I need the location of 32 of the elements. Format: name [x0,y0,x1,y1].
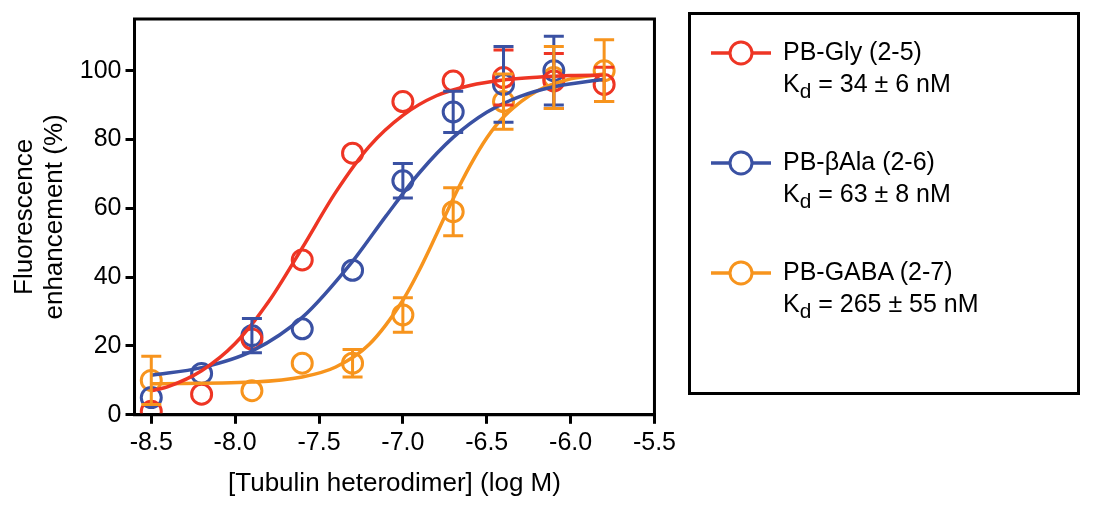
x-axis-title: [Tubulin heterodimer] (log M) [228,466,561,497]
text: K$_{d}$ = 265 ± 55 nM [783,288,979,324]
x-tick-label: -7.5 [297,426,341,455]
legend-label: PB-GABA (2-7) [783,256,954,287]
point [341,141,365,165]
y-tick-label: 100 [79,54,122,83]
x-tick-label: -8.0 [213,426,257,455]
text: K$_{d}$ = 34 ± 6 nM [783,68,951,104]
point [391,303,415,327]
x-tick-label: -5.5 [632,426,677,455]
point [290,317,314,341]
point [391,169,415,193]
y-tick-label: 0 [107,398,122,427]
y-tick-label: 60 [93,192,122,221]
point [290,351,314,375]
x-tick-label: -7.0 [381,426,425,455]
point [391,90,415,114]
point [441,200,465,224]
point [240,379,264,403]
y-axis-title: Fluorescence enhancement (%) [8,114,69,320]
x-tick-label: -8.5 [129,426,173,455]
x-tick-label: -6.5 [465,426,509,455]
y-tick-label: 40 [93,261,122,290]
x-tick-label: -6.0 [549,426,593,455]
text: K$_{d}$ = 63 ± 8 nM [783,178,951,214]
point [290,248,314,272]
y-tick-label: 80 [93,123,122,152]
point [341,258,365,282]
y-tick-label: 20 [93,329,122,358]
legend-label: PB-βAla (2-6) [783,146,936,177]
legend-label: PB-Gly (2-5) [783,36,923,67]
point [441,100,465,124]
